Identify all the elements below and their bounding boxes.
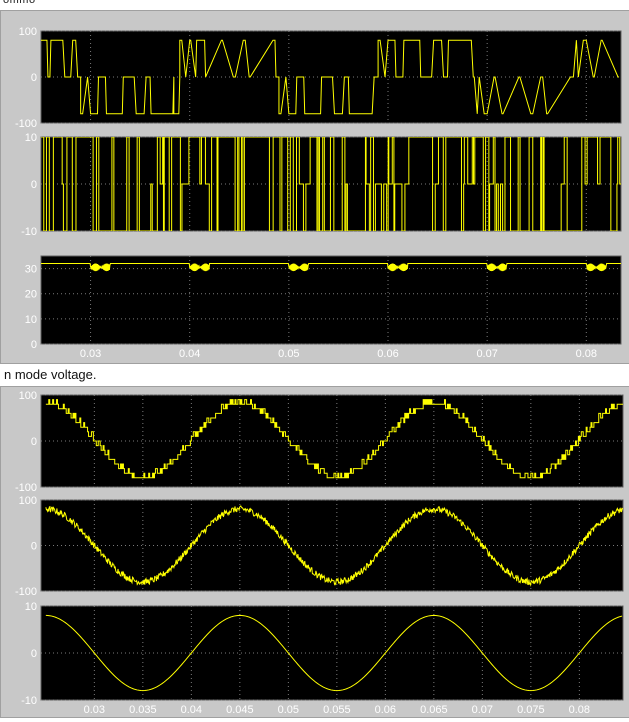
y-tick-label: 0 — [31, 179, 37, 191]
x-tick-label: 0.04 — [179, 348, 200, 360]
x-tick-label: 0.065 — [420, 704, 448, 716]
scope-figure-2: -100 0 100 -100 0 100 -10 0 10 0.03 0.035 0.04 0.045… — [0, 386, 629, 718]
x-tick-label: 0.055 — [323, 704, 351, 716]
scope-panel-2-2: -100 0 100 — [15, 495, 624, 598]
y-tick-label: -100 — [15, 118, 37, 130]
y-tick-label: 100 — [19, 26, 37, 38]
y-tick-label: 0 — [31, 648, 37, 660]
signal-trace — [41, 137, 621, 231]
x-tick-label: 0.07 — [472, 704, 493, 716]
y-tick-label: 100 — [19, 390, 37, 402]
y-tick-label: 100 — [19, 495, 37, 507]
signal-trace — [45, 505, 623, 587]
x-tick-label: 0.045 — [226, 704, 254, 716]
x-tick-label: 0.03 — [84, 704, 105, 716]
scope-panel-1-2: -10 0 10 — [21, 132, 622, 238]
x-tick-label: 0.06 — [375, 704, 396, 716]
signal-trace — [45, 614, 623, 692]
x-tick-label: 0.05 — [278, 348, 299, 360]
x-tick-label: 0.075 — [517, 704, 545, 716]
y-tick-label: 0 — [31, 339, 37, 351]
y-tick-label: -10 — [21, 695, 37, 707]
y-tick-label: 10 — [25, 601, 37, 613]
panel-background — [40, 605, 624, 701]
y-tick-label: 10 — [25, 132, 37, 144]
y-tick-label: 0 — [31, 541, 37, 553]
y-tick-label: -100 — [15, 482, 37, 494]
x-tick-label: 0.08 — [569, 704, 590, 716]
y-tick-label: 10 — [25, 314, 37, 326]
scope-panel-1-3: 0 10 20 30 0.03 0.04 0.05 0.06 0.07 0.08 — [25, 255, 622, 360]
y-tick-label: 0 — [31, 436, 37, 448]
signal-trace — [41, 263, 621, 272]
scope-figure-1: -100 0 100 -10 0 10 0 10 20 30 0.03 0.04 0.05 0.06 0.0… — [0, 10, 629, 364]
x-tick-label: 0.035 — [129, 704, 157, 716]
scope-panel-2-3: -10 0 10 0.03 0.035 0.04 0.045 0.05 0.055 0.06 0.0… — [21, 601, 624, 716]
signal-trace — [41, 39, 620, 115]
top-cutoff-text: ommo — [3, 0, 36, 6]
panel-background — [40, 255, 622, 345]
y-tick-label: -100 — [15, 586, 37, 598]
x-tick-label: 0.04 — [181, 704, 202, 716]
caption-common-mode-voltage: n mode voltage. — [4, 367, 97, 382]
x-tick-label: 0.06 — [377, 348, 398, 360]
x-tick-label: 0.05 — [278, 704, 299, 716]
scope-panel-2-1: -100 0 100 — [15, 390, 624, 494]
x-tick-label: 0.07 — [476, 348, 497, 360]
y-tick-label: 30 — [25, 264, 37, 276]
signal-trace — [45, 399, 623, 479]
scope-panel-1-1: -100 0 100 — [15, 26, 622, 130]
y-tick-label: 20 — [25, 289, 37, 301]
y-tick-label: -10 — [21, 226, 37, 238]
y-tick-label: 0 — [31, 72, 37, 84]
x-tick-label: 0.08 — [576, 348, 597, 360]
x-tick-label: 0.03 — [80, 348, 101, 360]
